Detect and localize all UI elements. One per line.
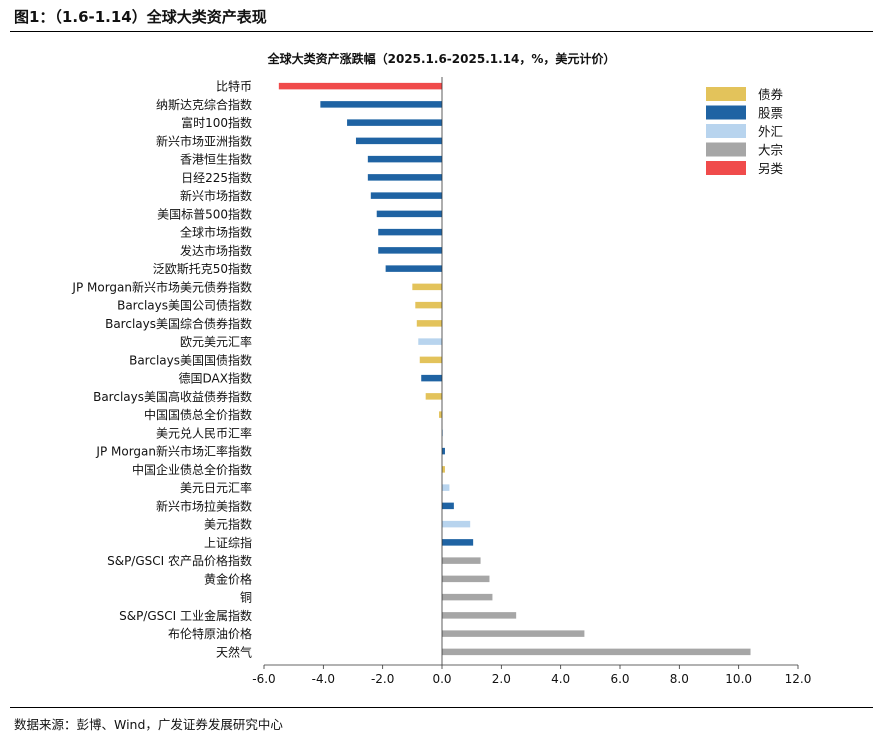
bar: [355, 137, 442, 145]
bar: [412, 283, 442, 291]
bar: [378, 228, 442, 236]
category-label: 日经225指数: [181, 170, 252, 185]
x-tick-label: -4.0: [312, 672, 335, 686]
category-label: JP Morgan新兴市场汇率指数: [95, 444, 252, 459]
x-tick-label: 0.0: [432, 672, 451, 686]
bar: [442, 429, 443, 437]
category-label: 美元指数: [204, 517, 252, 532]
category-label: 铜: [240, 590, 252, 605]
bar: [385, 265, 442, 272]
bar: [419, 356, 442, 364]
x-tick-label: 10.0: [725, 672, 752, 686]
bar: [376, 210, 442, 218]
category-label: 德国DAX指数: [179, 371, 252, 386]
chart-title: 全球大类资产涨跌幅（2025.1.6-2025.1.14，%，美元计价）: [267, 52, 616, 66]
category-label: 美元兑人民币汇率: [156, 425, 252, 440]
legend-swatch: [706, 105, 746, 120]
top-rule: [10, 31, 873, 32]
category-label: 发达市场指数: [180, 243, 252, 258]
category-label: 美元日元汇率: [180, 480, 252, 495]
category-label: 富时100指数: [181, 115, 252, 130]
legend-swatch: [706, 161, 746, 175]
x-tick-label: 12.0: [785, 672, 812, 686]
bar: [442, 612, 517, 619]
category-label: S&P/GSCI 工业金属指数: [119, 608, 252, 623]
bar: [425, 393, 442, 400]
bar: [415, 301, 442, 309]
category-label: 中国企业债总全价指数: [132, 462, 252, 477]
x-tick-label: 6.0: [610, 672, 629, 686]
legend-swatch: [706, 142, 746, 157]
bar: [442, 630, 585, 637]
legend-label: 股票: [758, 106, 783, 121]
legend-label: 债券: [758, 87, 784, 102]
bar: [442, 502, 454, 510]
legend-swatch: [706, 87, 746, 101]
bottom-rule: [10, 707, 873, 708]
category-label: 泛欧斯托克50指数: [153, 261, 252, 276]
bar: [367, 174, 442, 181]
category-label: 新兴市场拉美指数: [156, 498, 252, 513]
legend-label: 外汇: [758, 124, 783, 139]
bar: [347, 119, 442, 126]
category-label: Barclays美国综合债券指数: [105, 316, 252, 331]
bar: [416, 320, 442, 327]
legend-label: 大宗: [758, 143, 783, 158]
bar: [418, 338, 442, 345]
category-label: 比特币: [216, 79, 252, 94]
bar: [439, 411, 442, 418]
category-label: 全球市场指数: [180, 225, 252, 240]
source-note: 数据来源：彭博、Wind，广发证券发展研究中心: [14, 717, 283, 732]
category-label: JP Morgan新兴市场美元债券指数: [71, 279, 252, 294]
bar: [442, 557, 481, 564]
category-label: 新兴市场亚洲指数: [156, 133, 252, 148]
category-label: 欧元美元汇率: [180, 334, 252, 349]
bar: [320, 101, 442, 108]
category-label: 新兴市场指数: [180, 188, 252, 203]
category-label: 上证综指: [204, 535, 252, 550]
bar: [442, 593, 493, 601]
bar: [442, 484, 450, 491]
category-label: 黄金价格: [204, 571, 252, 586]
category-label: Barclays美国公司债指数: [117, 298, 252, 313]
figure-title: 图1：（1.6-1.14）全球大类资产表现: [14, 8, 267, 26]
x-tick-label: -6.0: [252, 672, 275, 686]
bar: [442, 575, 490, 583]
category-label: 中国国债总全价指数: [144, 407, 252, 422]
bar: [367, 155, 442, 163]
bar: [421, 374, 442, 382]
category-label: Barclays美国国债指数: [129, 352, 252, 367]
bar: [442, 539, 474, 546]
x-tick-label: 4.0: [551, 672, 570, 686]
bar: [442, 447, 445, 455]
category-label: 美国标普500指数: [157, 206, 252, 221]
x-tick-label: -2.0: [371, 672, 394, 686]
bar: [442, 648, 751, 656]
category-label: 香港恒生指数: [180, 152, 252, 167]
bar: [442, 520, 471, 528]
x-tick-label: 2.0: [492, 672, 511, 686]
category-label: 天然气: [216, 644, 252, 659]
legend-swatch: [706, 124, 746, 138]
category-label: Barclays美国高收益债券指数: [93, 389, 252, 404]
legend-label: 另类: [758, 161, 784, 176]
category-label: S&P/GSCI 农产品价格指数: [107, 553, 252, 568]
bar: [378, 247, 442, 254]
category-label: 布伦特原油价格: [168, 626, 252, 641]
bar: [442, 466, 445, 473]
bar: [370, 192, 442, 199]
category-label: 纳斯达克综合指数: [156, 97, 252, 112]
bar: [278, 82, 442, 90]
x-tick-label: 8.0: [670, 672, 689, 686]
